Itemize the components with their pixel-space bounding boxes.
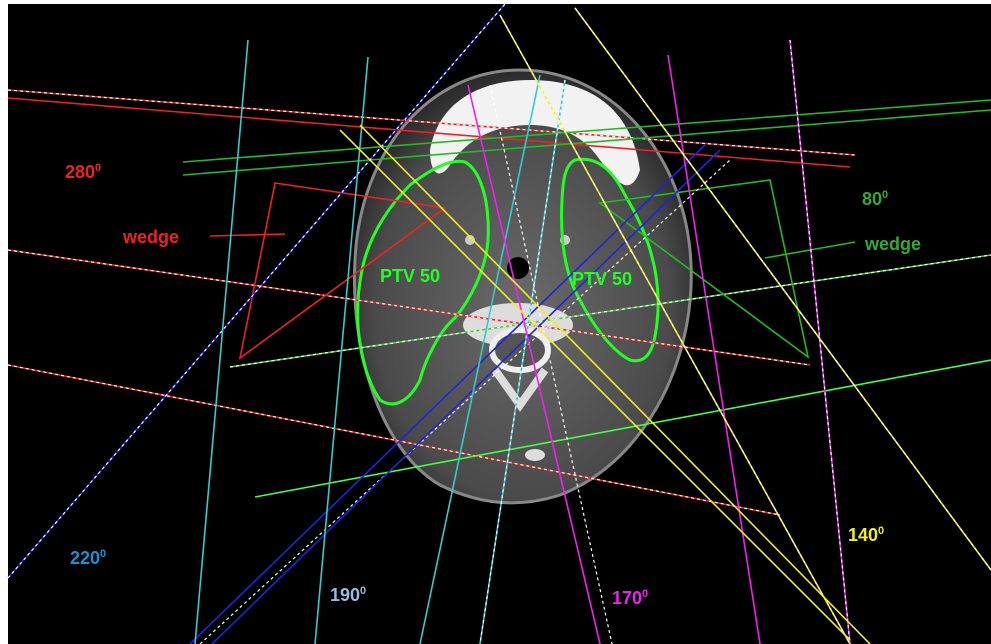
angle-label: 1900 xyxy=(330,585,366,605)
angle-label: 1400 xyxy=(848,525,884,545)
labels: 2800 wedge 800 wedge PTV 50 PTV 50 2200 … xyxy=(65,162,921,608)
degree: 0 xyxy=(878,525,884,537)
wedge-label: wedge xyxy=(122,227,179,247)
angle: 80 xyxy=(862,189,882,209)
degree: 0 xyxy=(360,585,366,597)
ptv-label: PTV 50 xyxy=(572,269,632,289)
angle-label: 800 xyxy=(862,189,888,209)
degree: 0 xyxy=(642,588,648,600)
angle-label: 2800 xyxy=(65,162,101,182)
angle: 140 xyxy=(848,525,878,545)
angle: 170 xyxy=(612,588,642,608)
angle-label: 1700 xyxy=(612,588,648,608)
degree: 0 xyxy=(882,189,888,201)
ptv-contours xyxy=(356,157,660,406)
beams xyxy=(7,3,991,644)
ct-slice xyxy=(352,68,693,505)
wedge-label: wedge xyxy=(864,234,921,254)
angle: 280 xyxy=(65,162,95,182)
angle-label: 2200 xyxy=(70,548,106,568)
degree: 0 xyxy=(95,162,101,174)
angle: 220 xyxy=(70,548,100,568)
degree: 0 xyxy=(100,548,106,560)
ptv-label: PTV 50 xyxy=(380,266,440,286)
angle: 190 xyxy=(330,585,360,605)
